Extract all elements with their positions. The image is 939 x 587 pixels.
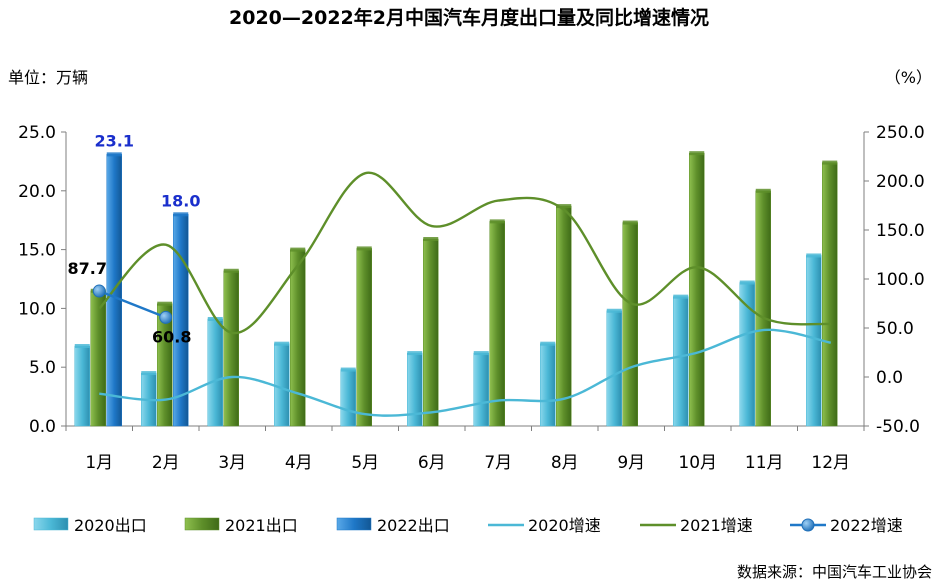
right-tick-label: -50.0 [876, 417, 920, 437]
bar-2021出口 [622, 222, 638, 427]
line-marker-2022增速 [92, 284, 106, 298]
bar-cap-2020出口 [407, 351, 423, 356]
legend-label-2022增速: 2022增速 [830, 516, 903, 535]
legend-label-2020增速: 2020增速 [528, 516, 601, 535]
bar-cap-2021出口 [822, 160, 838, 165]
left-axis-unit: 单位：万辆 [8, 68, 88, 87]
bar-cap-2021出口 [556, 204, 572, 209]
bar-cap-2021出口 [223, 268, 239, 273]
legend-swatch-2021出口 [184, 517, 220, 531]
line-marker-2022增速 [159, 310, 173, 324]
bars [74, 151, 838, 427]
lines [92, 171, 831, 417]
right-tick-label: 0.0 [876, 368, 903, 388]
bar-2020出口 [274, 343, 290, 427]
left-tick-label: 15.0 [18, 241, 56, 261]
bar-cap-2022出口 [173, 212, 189, 217]
right-axis-unit: （%） [885, 68, 932, 87]
right-tick-label: 100.0 [876, 270, 925, 290]
bar-2021出口 [90, 290, 106, 427]
left-tick-label: 25.0 [18, 123, 56, 143]
legend-marker-2022增速 [801, 518, 815, 532]
data-label-2022出口: 18.0 [161, 191, 200, 210]
left-tick-label: 0.0 [29, 417, 56, 437]
line-2021增速 [98, 171, 831, 335]
legend-label-2021出口: 2021出口 [225, 516, 298, 535]
data-label-2022增速: 87.7 [68, 259, 107, 278]
legend-label-2020出口: 2020出口 [74, 516, 147, 535]
right-tick-label: 150.0 [876, 221, 925, 241]
left-tick-label: 20.0 [18, 182, 56, 202]
x-tick-label: 3月 [218, 453, 246, 473]
x-tick-label: 4月 [285, 453, 313, 473]
axes: 0.0 5.0 10.0 15.0 20.0 25.0 -50.0 0.0 50.0 100.0 1… [18, 123, 925, 473]
right-tick-label: 50.0 [876, 319, 914, 339]
chart-title: 2020—2022年2月中国汽车月度出口量及同比增速情况 [229, 6, 709, 29]
bar-cap-2021出口 [622, 220, 638, 225]
x-tick-label: 7月 [484, 453, 512, 473]
bar-cap-2020出口 [806, 253, 822, 258]
x-tick-label: 9月 [617, 453, 645, 473]
x-tick-label: 8月 [551, 453, 579, 473]
x-tick-label: 6月 [418, 453, 446, 473]
bar-2020出口 [207, 318, 223, 427]
bar-cap-2020出口 [606, 308, 622, 313]
legend-label-2021增速: 2021增速 [680, 516, 753, 535]
data-label-2022出口: 23.1 [95, 131, 134, 150]
legend-label-2022出口: 2022出口 [377, 516, 450, 535]
bar-cap-2020出口 [274, 341, 290, 346]
bar-2021出口 [223, 270, 239, 427]
bar-2021出口 [489, 221, 505, 427]
bar-cap-2020出口 [74, 344, 90, 349]
bar-cap-2021出口 [290, 247, 306, 252]
x-tick-label: 1月 [85, 453, 113, 473]
bar-2020出口 [473, 352, 489, 427]
legend-swatch-2020出口 [33, 517, 69, 531]
bar-cap-2021出口 [489, 219, 505, 224]
x-tick-label: 5月 [351, 453, 379, 473]
left-tick-label: 5.0 [29, 358, 56, 378]
bar-2021出口 [689, 152, 705, 427]
x-tick-label: 10月 [678, 453, 717, 473]
bar-2020出口 [74, 345, 90, 427]
bar-2020出口 [340, 369, 356, 427]
bar-cap-2020出口 [673, 294, 689, 299]
bar-cap-2020出口 [739, 280, 755, 285]
bar-cap-2021出口 [157, 301, 173, 306]
bar-cap-2020出口 [340, 367, 356, 372]
bar-cap-2021出口 [755, 188, 771, 193]
bar-2021出口 [556, 205, 572, 427]
bar-cap-2020出口 [540, 341, 556, 346]
bar-2021出口 [423, 238, 439, 427]
bar-2020出口 [606, 310, 622, 427]
right-tick-label: 250.0 [876, 123, 925, 143]
bar-cap-2022出口 [106, 152, 122, 157]
data-labels: 23.1 18.0 87.7 60.8 [68, 131, 201, 346]
bar-cap-2020出口 [141, 371, 157, 376]
line-2020增速 [99, 328, 831, 417]
bar-2021出口 [290, 249, 306, 427]
source-note: 数据来源：中国汽车工业协会 [737, 563, 932, 581]
left-tick-label: 10.0 [18, 299, 56, 319]
right-tick-label: 200.0 [876, 172, 925, 192]
bar-cap-2021出口 [356, 246, 372, 251]
bar-2021出口 [755, 190, 771, 427]
x-tick-label: 2月 [152, 453, 180, 473]
legend-swatch-2022出口 [336, 517, 372, 531]
line-2022增速 [98, 289, 167, 319]
bar-cap-2020出口 [473, 351, 489, 356]
bar-2021出口 [356, 248, 372, 427]
legend: 2020出口 2021出口 2022出口 2020增速 2021增速 2022增速 [33, 516, 903, 535]
bar-2021出口 [822, 162, 838, 427]
bar-2020出口 [673, 296, 689, 427]
bar-2020出口 [540, 343, 556, 427]
bar-2020出口 [739, 282, 755, 427]
x-tick-label: 11月 [745, 453, 784, 473]
x-tick-label: 12月 [811, 453, 850, 473]
bar-cap-2021出口 [689, 151, 705, 156]
data-label-2022增速: 60.8 [152, 327, 191, 346]
bar-cap-2021出口 [423, 237, 439, 242]
